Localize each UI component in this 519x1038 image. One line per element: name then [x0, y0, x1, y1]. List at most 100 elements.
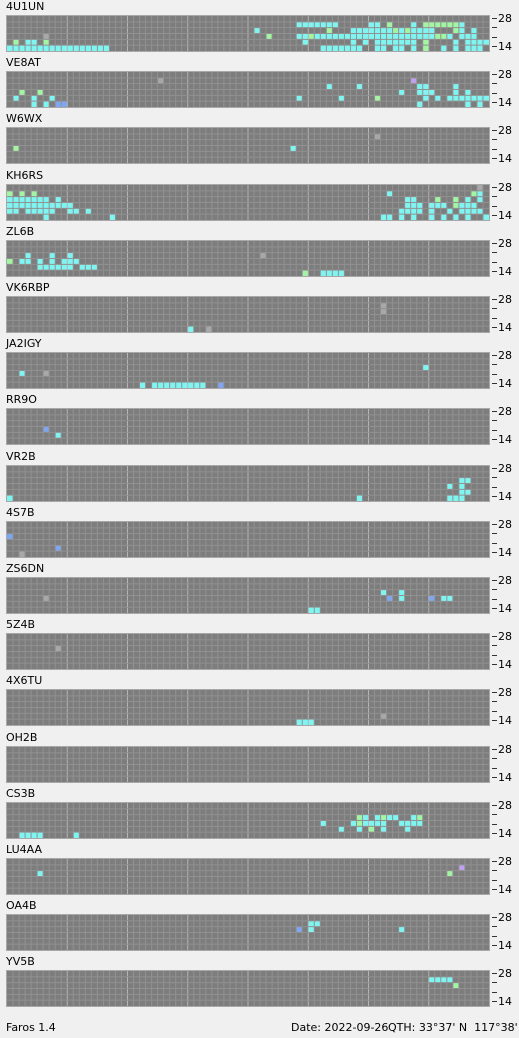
band-grid-svg: [7, 802, 489, 838]
signal-cell: [362, 33, 369, 40]
scale-tick: [492, 83, 497, 85]
signal-cell: [380, 713, 387, 720]
signal-cell: [374, 820, 381, 827]
signal-cell: [55, 545, 62, 551]
band-panel: VK6RBP 28 14: [0, 281, 519, 337]
signal-cell: [320, 33, 327, 40]
signal-cell: [416, 207, 423, 214]
signal-cell: [374, 95, 381, 102]
signal-cell: [410, 33, 417, 40]
band-panel: VR2B 28 14: [0, 450, 519, 506]
signal-cell: [428, 207, 435, 214]
signal-cell: [13, 45, 20, 51]
signal-cell: [43, 45, 50, 51]
signal-cell: [404, 202, 411, 208]
signal-cell: [464, 95, 471, 102]
band-grid[interactable]: [6, 408, 490, 446]
band-grid[interactable]: [6, 183, 490, 221]
band-scale: 28 14: [492, 350, 519, 389]
band-grid[interactable]: [6, 239, 490, 277]
signal-cell: [67, 258, 74, 265]
signal-cell: [73, 831, 80, 838]
scale-tick: [492, 711, 497, 713]
band-grid-svg: [7, 240, 489, 276]
signal-cell: [302, 269, 309, 276]
signal-cell: [404, 196, 411, 203]
band-panel: RR9O 28 14: [0, 393, 519, 449]
signal-cell: [464, 45, 471, 51]
signal-cell: [464, 196, 471, 203]
band-grid[interactable]: [6, 801, 490, 839]
signal-cell: [91, 45, 98, 51]
signal-cell: [470, 27, 477, 34]
signal-cell: [440, 33, 447, 40]
signal-cell: [139, 382, 146, 389]
signal-cell: [43, 426, 50, 433]
scale-bottom-label: 14: [498, 770, 512, 784]
band-grid[interactable]: [6, 71, 490, 109]
band-grid[interactable]: [6, 296, 490, 333]
signal-cell: [350, 45, 357, 51]
band-scale: 28 14: [492, 744, 519, 784]
band-grid[interactable]: [6, 689, 490, 727]
band-grid[interactable]: [6, 127, 490, 165]
signal-cell: [458, 27, 465, 34]
scale-tick: [492, 251, 497, 253]
band-callsign: JA2IGY: [6, 337, 42, 351]
scale-tick: [492, 261, 497, 263]
signal-cell: [308, 921, 315, 927]
scale-tick: [492, 926, 497, 928]
signal-cell: [320, 45, 327, 51]
band-grid[interactable]: [6, 633, 490, 671]
signal-cell: [260, 252, 267, 259]
band-panel: 4U1UN 28 14: [0, 0, 519, 56]
scale-top-label: 28: [498, 911, 512, 925]
signal-cell: [380, 820, 387, 827]
signal-cell: [392, 27, 399, 34]
scale-bottom-label: 14: [498, 152, 512, 166]
band-grid[interactable]: [6, 15, 490, 52]
band-callsign: VR2B: [6, 449, 36, 463]
app-version: Faros 1.4: [6, 1021, 56, 1034]
signal-cell: [19, 831, 26, 838]
band-grid-svg: [7, 409, 489, 445]
signal-cell: [380, 45, 387, 51]
scale-top-label: 28: [498, 12, 512, 25]
signal-cell: [37, 207, 44, 214]
signal-cell: [416, 33, 423, 40]
signal-cell: [61, 258, 68, 265]
signal-cell: [470, 95, 477, 102]
band-grid[interactable]: [6, 858, 490, 895]
band-grid[interactable]: [6, 464, 490, 502]
signal-cell: [470, 190, 477, 197]
signal-cell: [404, 207, 411, 214]
signal-cell: [422, 27, 429, 34]
signal-cell: [440, 977, 447, 984]
signal-cell: [85, 264, 92, 270]
scale-bottom-label: 14: [498, 321, 512, 334]
band-grid[interactable]: [6, 577, 490, 614]
band-grid[interactable]: [6, 520, 490, 558]
signal-cell: [55, 432, 62, 439]
scale-tick: [492, 299, 497, 300]
signal-cell: [43, 196, 50, 203]
signal-cell: [326, 45, 333, 51]
signal-cell: [362, 814, 369, 821]
band-grid[interactable]: [6, 745, 490, 783]
signal-cell: [446, 977, 453, 984]
signal-cell: [440, 595, 447, 602]
signal-cell: [374, 33, 381, 40]
band-scale: 28 14: [492, 968, 519, 1007]
signal-cell: [85, 45, 92, 51]
scale-tick: [492, 889, 497, 890]
signal-cell: [103, 45, 110, 51]
band-grid-svg: [7, 465, 489, 501]
band-grid[interactable]: [6, 914, 490, 952]
signal-cell: [314, 921, 321, 927]
signal-cell: [416, 83, 423, 90]
signal-cell: [43, 33, 50, 40]
signal-cell: [338, 33, 345, 40]
scale-tick: [492, 18, 497, 19]
band-grid[interactable]: [6, 970, 490, 1008]
band-grid[interactable]: [6, 352, 490, 390]
